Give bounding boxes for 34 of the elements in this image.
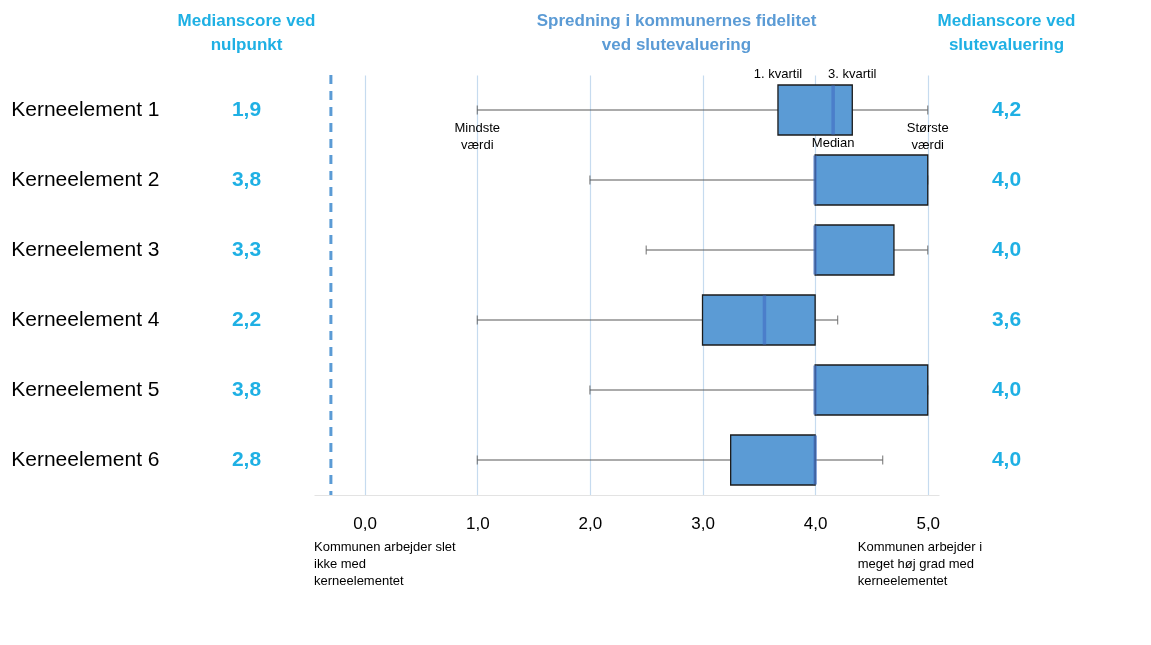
text: Kommunen arbejder slet ikke med kerneelementet [314,539,457,588]
text: Medianscore ved slutevaluering [937,11,1076,54]
text: 4,0 [991,447,1022,470]
text: 3,6 [991,307,1022,330]
x-tick-label: 5,0 [916,513,941,533]
text: 4,0 [991,167,1022,190]
y-tick-label: Kerneelement 5 [11,377,160,400]
text: 2,2 [231,307,262,330]
text: 3,3 [231,237,262,260]
annotation: Største værdi [906,120,949,152]
y-tick-label: Kerneelement 1 [11,97,160,120]
text: 4,0 [991,377,1022,400]
text: Kommunen arbejder i meget høj grad med kerneelementet [857,539,983,588]
annotation: Mindste værdi [454,120,501,152]
annotation: 1. kvartil [753,66,803,81]
annotation: 3. kvartil [828,66,877,81]
x-tick-label: 1,0 [465,513,490,533]
y-tick-label: Kerneelement 3 [11,237,160,260]
x-tick-label: 3,0 [691,513,715,533]
y-tick-label: Kerneelement 2 [11,167,160,190]
chart-title: Spredning i kommunernes fidelitet ved slutevaluering [536,11,817,54]
text: 4,0 [991,237,1022,260]
annotation: Median [811,135,855,150]
x-tick-label: 4,0 [803,513,828,533]
text: 1,9 [231,97,262,120]
text: 3,8 [231,167,262,190]
text: 3,8 [231,377,262,400]
text: Medianscore ved nulpunkt [177,11,316,54]
x-tick-label: 2,0 [578,513,603,533]
text: 4,2 [991,97,1022,120]
x-tick-label: 0,0 [353,513,377,533]
y-tick-label: Kerneelement 4 [11,307,160,330]
text: 2,8 [231,447,262,470]
y-tick-label: Kerneelement 6 [11,447,160,470]
